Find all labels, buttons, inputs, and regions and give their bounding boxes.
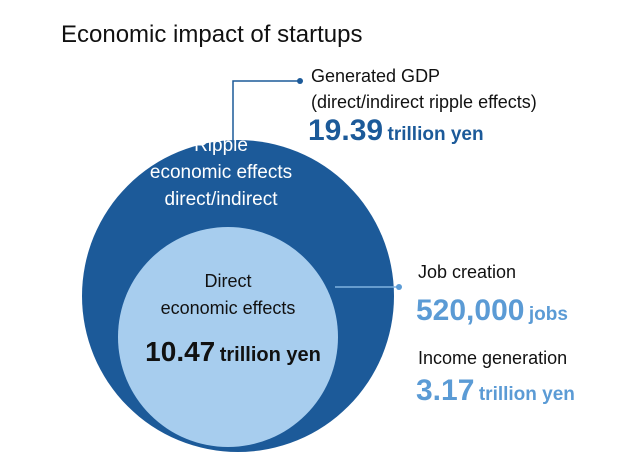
outer-label-line-1: Ripple: [194, 135, 248, 156]
gdp-leader-dot: [297, 78, 303, 84]
inner-label-line-2: economic effects: [160, 298, 296, 318]
income-label: Income generation: [418, 348, 568, 368]
jobs-label: Job creation: [418, 262, 517, 282]
page-title: Economic impact of startups: [61, 21, 363, 48]
direct-effects-unit: trillion yen: [219, 344, 321, 366]
gdp-unit: trillion yen: [387, 124, 484, 145]
direct-effects-value: 10.47: [145, 336, 216, 367]
outer-circle-label: Ripple economic effects direct/indirect: [131, 132, 311, 213]
jobs-value: 520,000: [416, 294, 525, 327]
inner-circle-label: Direct economic effects: [143, 268, 313, 322]
income-figure: 3.17 trillion yen: [416, 374, 575, 408]
income-value: 3.17: [416, 374, 475, 407]
direct-effects-figure: 10.47 trillion yen: [128, 336, 338, 368]
gdp-figure: 19.39 trillion yen: [308, 114, 484, 148]
jobs-leader-dot: [396, 284, 402, 290]
gdp-leader-line: [232, 80, 298, 142]
inner-circle-direct-effects: [118, 227, 338, 447]
gdp-label-line-2: (direct/indirect ripple effects): [311, 92, 537, 112]
gdp-value: 19.39: [308, 114, 384, 147]
inner-label-line-1: Direct: [204, 271, 252, 291]
income-unit: trillion yen: [478, 384, 575, 405]
outer-label-line-3: direct/indirect: [164, 189, 278, 210]
outer-label-line-2: economic effects: [149, 162, 293, 183]
jobs-unit: jobs: [528, 304, 568, 325]
jobs-figure: 520,000 jobs: [416, 294, 568, 328]
gdp-label-line-1: Generated GDP: [311, 66, 441, 86]
